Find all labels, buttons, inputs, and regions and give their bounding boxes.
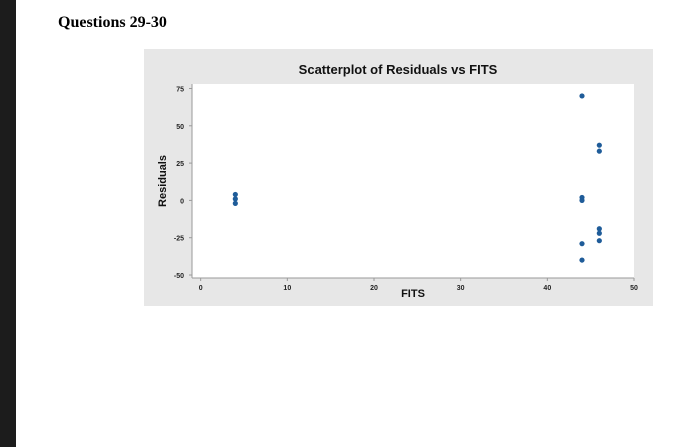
- y-tick-label: -50: [174, 273, 184, 280]
- page-heading: Questions 29-30: [58, 14, 167, 31]
- x-tick-label: 10: [283, 285, 291, 292]
- data-point: [596, 148, 602, 154]
- y-tick-label: 0: [180, 198, 184, 205]
- data-point: [232, 196, 238, 202]
- y-axis-label: Residuals: [157, 155, 169, 207]
- data-point: [596, 230, 602, 236]
- data-point: [596, 142, 602, 148]
- data-point: [232, 200, 238, 206]
- left-edge-bar: [0, 0, 16, 447]
- data-point: [596, 226, 602, 232]
- y-axis-ticks: -50 -25 0 25 50 75: [174, 86, 192, 280]
- data-points: [232, 93, 602, 263]
- scatter-chart: Scatterplot of Residuals vs FITS -50 -25 0…: [157, 62, 638, 300]
- data-point: [579, 257, 585, 263]
- chart-panel: Scatterplot of Residuals vs FITS -50 -25 0…: [144, 49, 653, 306]
- y-tick-label: -25: [174, 236, 184, 243]
- data-point: [579, 197, 585, 203]
- data-point: [232, 191, 238, 198]
- x-tick-label: 0: [199, 285, 203, 292]
- chart-title: Scatterplot of Residuals vs FITS: [299, 62, 498, 77]
- data-point: [596, 238, 602, 244]
- x-tick-label: 20: [370, 285, 378, 292]
- x-axis-ticks: 0 10 20 30 40 50: [199, 278, 638, 292]
- plot-area: [192, 84, 634, 278]
- x-axis-label: FITS: [401, 288, 425, 300]
- y-tick-label: 75: [176, 86, 184, 93]
- x-tick-label: 40: [543, 285, 551, 292]
- y-tick-label: 50: [176, 124, 184, 131]
- data-point: [579, 241, 585, 247]
- x-tick-label: 50: [630, 285, 638, 292]
- y-tick-label: 25: [176, 161, 184, 168]
- x-tick-label: 30: [457, 285, 465, 292]
- data-point: [579, 93, 585, 99]
